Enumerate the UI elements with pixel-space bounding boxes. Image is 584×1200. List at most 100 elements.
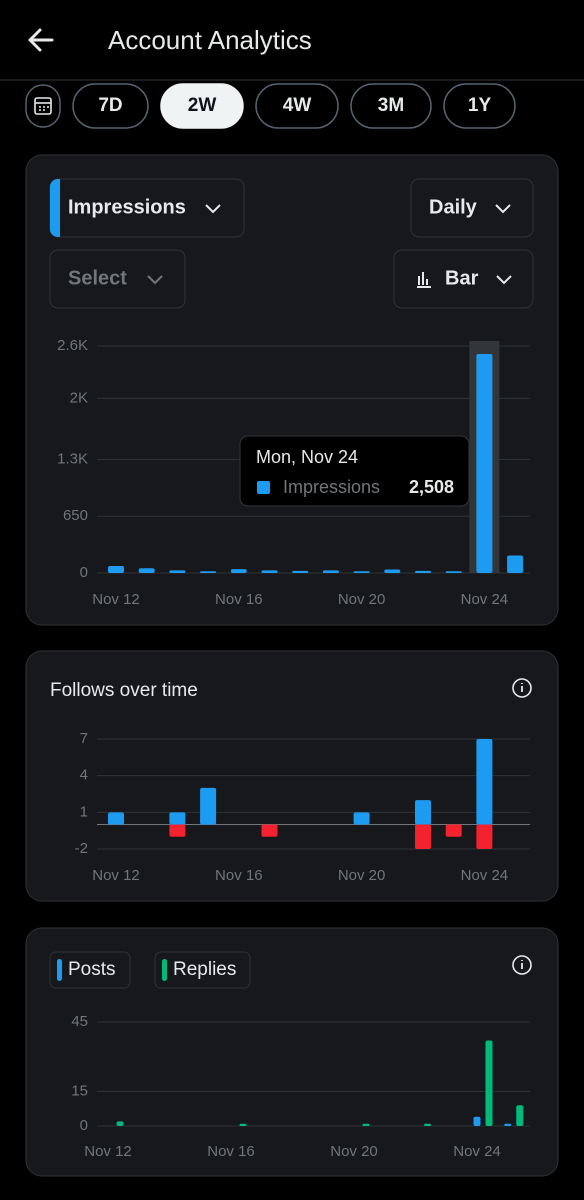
compare-dropdown[interactable]: Select	[49, 249, 186, 309]
tooltip-series: Impressions	[283, 477, 380, 497]
y-tick-label: 4	[80, 767, 88, 784]
pill-background	[350, 83, 432, 129]
pill-label: 7D	[98, 95, 122, 116]
range-pill[interactable]: 1Y	[443, 83, 516, 129]
y-tick-label: 1.3K	[57, 450, 88, 467]
x-tick-label: Nov 12	[92, 591, 140, 608]
page-title: Account Analytics	[108, 25, 312, 55]
bar	[415, 824, 431, 849]
y-tick-label: 7	[80, 730, 88, 747]
range-pill[interactable]: 3M	[350, 83, 432, 129]
chip-border	[154, 951, 251, 989]
posts-plot: 0 15 45 Nov 12 Nov 16 Nov 20 Nov 24	[71, 1013, 530, 1160]
y-tick-label: 0	[80, 564, 88, 581]
bar	[200, 571, 217, 573]
metric-label: Impressions	[68, 196, 186, 218]
y-tick-label: 0	[80, 1117, 88, 1134]
pill-background	[72, 83, 149, 129]
range-pill[interactable]: 7D	[72, 83, 149, 129]
y-tick-label: -2	[75, 840, 88, 857]
x-tick-label: Nov 20	[330, 1143, 378, 1160]
bar	[353, 571, 370, 573]
y-tick-label: 15	[71, 1082, 88, 1099]
bar	[169, 824, 186, 837]
bar	[415, 570, 431, 573]
back-button[interactable]	[28, 28, 54, 52]
info-icon[interactable]	[512, 955, 532, 975]
x-tick-label: Nov 12	[92, 867, 140, 884]
x-tick-label: Nov 24	[461, 591, 509, 608]
pill-label: 4W	[283, 95, 312, 116]
x-tick-label: Nov 16	[215, 867, 263, 884]
tooltip-title: Mon, Nov 24	[256, 447, 358, 467]
bar	[138, 568, 155, 573]
legend-label: Posts	[68, 959, 116, 980]
bar	[473, 1116, 481, 1126]
bar	[445, 824, 462, 837]
range-pill[interactable]: 4W	[255, 83, 339, 129]
tooltip-value: 2,508	[409, 477, 454, 497]
bar	[476, 824, 493, 849]
info-icon[interactable]	[512, 678, 532, 698]
x-tick-label: Nov 24	[461, 867, 509, 884]
pill-background	[443, 83, 516, 129]
legend-label: Replies	[173, 959, 236, 980]
chip-swatch	[162, 959, 167, 981]
bar	[200, 787, 217, 825]
bar	[169, 570, 186, 573]
x-tick-label: Nov 24	[453, 1143, 501, 1160]
bar	[384, 569, 401, 573]
legend: Posts Replies	[49, 951, 251, 989]
legend-chip[interactable]: Posts	[49, 951, 131, 989]
chip-swatch	[57, 959, 62, 981]
follows-title: Follows over time	[50, 680, 198, 701]
bar	[230, 569, 247, 573]
range-pills: 7D 2W 4W 3M 1Y	[72, 83, 516, 129]
pill-background	[160, 83, 244, 129]
interval-label: Daily	[429, 196, 478, 218]
y-tick-label: 650	[63, 507, 88, 524]
bar	[239, 1123, 247, 1126]
style-label: Bar	[445, 267, 479, 289]
style-dropdown[interactable]: Bar	[393, 249, 534, 309]
legend-chip[interactable]: Replies	[154, 951, 251, 989]
calendar-button[interactable]	[25, 84, 61, 128]
impressions-plot: 0 650 1.3K 2K 2.6K Nov 12 Nov 16 Nov 20 Nov 24 Mo…	[57, 337, 530, 608]
bar	[322, 570, 339, 573]
bar	[424, 1123, 431, 1126]
metric-dropdown[interactable]: Impressions	[49, 178, 245, 238]
y-tick-label: 2.6K	[57, 337, 88, 354]
bar	[261, 824, 278, 837]
bar	[116, 1121, 124, 1126]
x-tick-label: Nov 20	[338, 591, 386, 608]
range-pill[interactable]: 2W	[160, 83, 244, 129]
x-tick-label: Nov 20	[338, 867, 386, 884]
bar	[362, 1123, 370, 1126]
bar	[261, 570, 278, 573]
pill-label: 1Y	[468, 95, 492, 116]
y-tick-label: 2K	[70, 389, 88, 406]
bar	[353, 812, 370, 825]
tooltip-box	[239, 435, 470, 507]
y-tick-label: 45	[71, 1013, 88, 1030]
bar	[485, 1040, 493, 1126]
follows-plot: -2 1 4 7 Nov 12 Nov 16 Nov 20 Nov 24	[75, 730, 530, 884]
bar	[507, 555, 524, 573]
bar	[504, 1123, 512, 1126]
bar	[516, 1105, 524, 1126]
bar	[476, 354, 493, 573]
compare-label: Select	[68, 267, 127, 289]
x-tick-label: Nov 12	[84, 1143, 132, 1160]
tooltip: Mon, Nov 24 Impressions 2,508	[239, 435, 470, 507]
pill-label: 3M	[378, 95, 404, 116]
y-tick-label: 1	[80, 803, 88, 820]
x-tick-label: Nov 16	[215, 591, 263, 608]
bar	[476, 739, 493, 825]
bar	[292, 570, 309, 573]
bar	[415, 800, 431, 825]
x-tick-label: Nov 16	[207, 1143, 255, 1160]
impressions-card	[25, 154, 559, 626]
interval-dropdown[interactable]: Daily	[410, 178, 534, 238]
